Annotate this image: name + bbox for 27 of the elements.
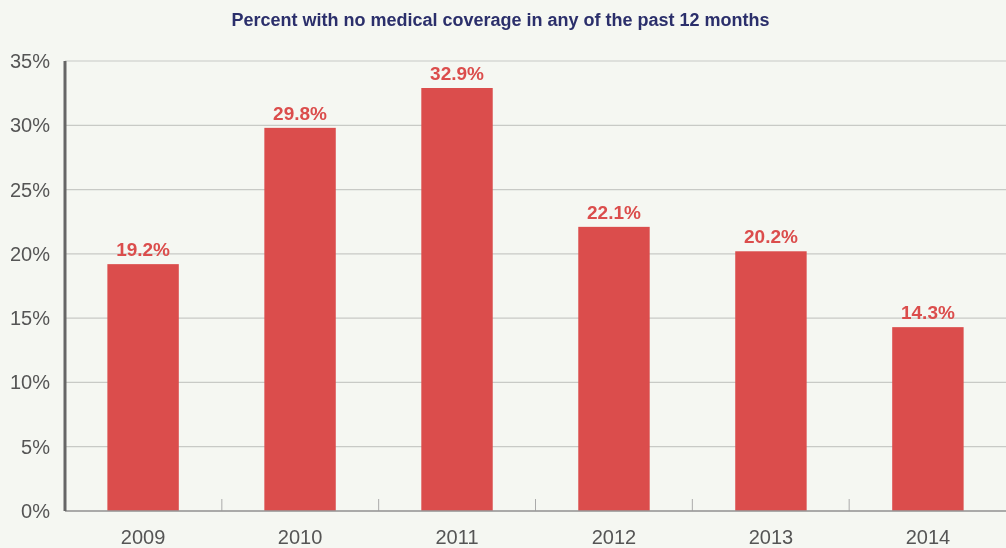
x-tick-label: 2013 bbox=[748, 526, 794, 548]
data-label: 14.3% bbox=[900, 302, 955, 324]
y-tick-label: 5% bbox=[21, 435, 51, 458]
bar bbox=[421, 88, 493, 511]
x-tick-label: 2014 bbox=[905, 526, 951, 548]
bar bbox=[107, 264, 179, 511]
data-label: 22.1% bbox=[587, 201, 642, 223]
y-tick-label: 0% bbox=[21, 500, 51, 522]
x-tick-label: 2012 bbox=[591, 526, 637, 548]
data-label: 20.2% bbox=[744, 226, 798, 248]
data-label: 32.9% bbox=[430, 63, 485, 84]
y-tick-label: 20% bbox=[9, 242, 51, 265]
y-tick-label: 10% bbox=[9, 371, 51, 394]
chart-title: Percent with no medical coverage in any of the past 12 months bbox=[231, 10, 770, 30]
y-tick-label: 30% bbox=[9, 114, 51, 137]
y-tick-label: 25% bbox=[9, 178, 51, 201]
bar bbox=[578, 226, 650, 511]
data-label: 29.8% bbox=[273, 102, 328, 124]
x-tick-label: 2009 bbox=[120, 526, 166, 548]
bar bbox=[264, 127, 336, 511]
bar bbox=[892, 327, 964, 511]
data-label: 19.2% bbox=[116, 239, 171, 261]
y-tick-label: 15% bbox=[9, 307, 51, 330]
y-tick-label: 35% bbox=[9, 50, 51, 72]
bar bbox=[735, 251, 807, 511]
x-tick-label: 2011 bbox=[435, 526, 479, 548]
x-tick-label: 2010 bbox=[277, 526, 323, 548]
